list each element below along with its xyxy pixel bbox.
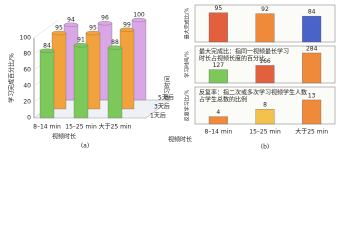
cylinder <box>73 45 89 119</box>
value-label: 94 <box>67 16 75 23</box>
annotation: 时长占视频长度的百分比 <box>199 55 265 63</box>
y-tick-label: 40 <box>23 83 31 90</box>
x-tick-label: 大于25 min <box>99 123 132 131</box>
caption: (b) <box>261 144 270 151</box>
panel-y-label: 最大完成比/% <box>184 8 191 40</box>
cylinder-top <box>119 27 135 32</box>
value-label: 4 <box>216 109 220 116</box>
value-label: 100 <box>133 12 145 19</box>
value-label: 95 <box>89 25 97 32</box>
annotation: 最大完成比：指同一视频最长学习 <box>199 48 289 56</box>
y-tick-label: 60 <box>23 67 31 74</box>
grid-line <box>33 19 59 39</box>
depth-label: 5天后 <box>158 94 174 102</box>
y-tick-label: 100 <box>20 35 32 42</box>
bar <box>302 99 322 125</box>
cylinder <box>39 50 55 119</box>
y-tick-label: 20 <box>23 99 31 106</box>
value-label: 96 <box>101 15 109 22</box>
bar <box>302 15 322 43</box>
figure: 学习完成百分比/% 视频时长 学习时间 (a) 视频时长 (b) 0 20 40 60… <box>8 4 336 151</box>
bar <box>255 13 275 43</box>
y-tick-label: 80 <box>23 51 31 58</box>
value-label: 91 <box>77 37 85 44</box>
x-tick-label: 8–14 min <box>33 124 61 131</box>
value-label: 95 <box>215 5 223 12</box>
y-axis-label: 学习完成百分比/% <box>8 53 16 103</box>
y-tick-label: 0 <box>27 115 31 122</box>
cylinder-top <box>97 21 113 26</box>
cylinder-top <box>73 43 89 48</box>
value-label: 88 <box>111 39 119 46</box>
depth-label: 1天后 <box>150 112 166 120</box>
value-label: 92 <box>261 6 269 13</box>
cylinder-top <box>39 48 55 53</box>
annotation: 反复率：指二次或多次学习视频学生人数 <box>199 89 307 97</box>
cylinder-top <box>85 30 101 36</box>
value-label: 84 <box>43 42 51 49</box>
x-axis-label: 视频时长 <box>168 136 192 144</box>
bar <box>255 65 275 84</box>
value-label: 166 <box>259 58 271 65</box>
bar <box>208 69 228 84</box>
depth-label: 3天后 <box>154 103 170 111</box>
bar <box>208 116 228 125</box>
panel-y-label: 反复学习比/% <box>184 90 191 122</box>
cylinder <box>107 47 123 119</box>
cylinder-top <box>51 30 67 36</box>
x-tick-label: 8–14 min <box>204 129 232 136</box>
value-label: 99 <box>123 21 131 28</box>
value-label: 84 <box>308 9 316 16</box>
value-label: 13 <box>308 92 316 99</box>
bar <box>208 12 228 43</box>
value-label: 95 <box>55 25 63 32</box>
bar <box>255 109 275 125</box>
annotation: 占学生总数的比例 <box>199 96 247 104</box>
cylinder-top <box>63 22 79 27</box>
x-axis-label: 视频时长 <box>52 133 76 141</box>
x-tick-label: 大于25 min <box>295 128 328 136</box>
x-tick-label: 15–25 min <box>249 129 281 136</box>
z-axis-label: 学习时间 <box>164 76 172 100</box>
caption: (a) <box>81 143 89 150</box>
value-label: 8 <box>263 102 267 109</box>
panel-y-label: 学习时间/% <box>184 51 191 78</box>
bar <box>302 52 322 84</box>
value-label: 127 <box>213 62 225 69</box>
value-label: 284 <box>306 45 318 52</box>
cylinder-top <box>131 17 147 23</box>
x-tick-label: 15–25 min <box>65 124 97 131</box>
cylinder-top <box>107 45 123 50</box>
